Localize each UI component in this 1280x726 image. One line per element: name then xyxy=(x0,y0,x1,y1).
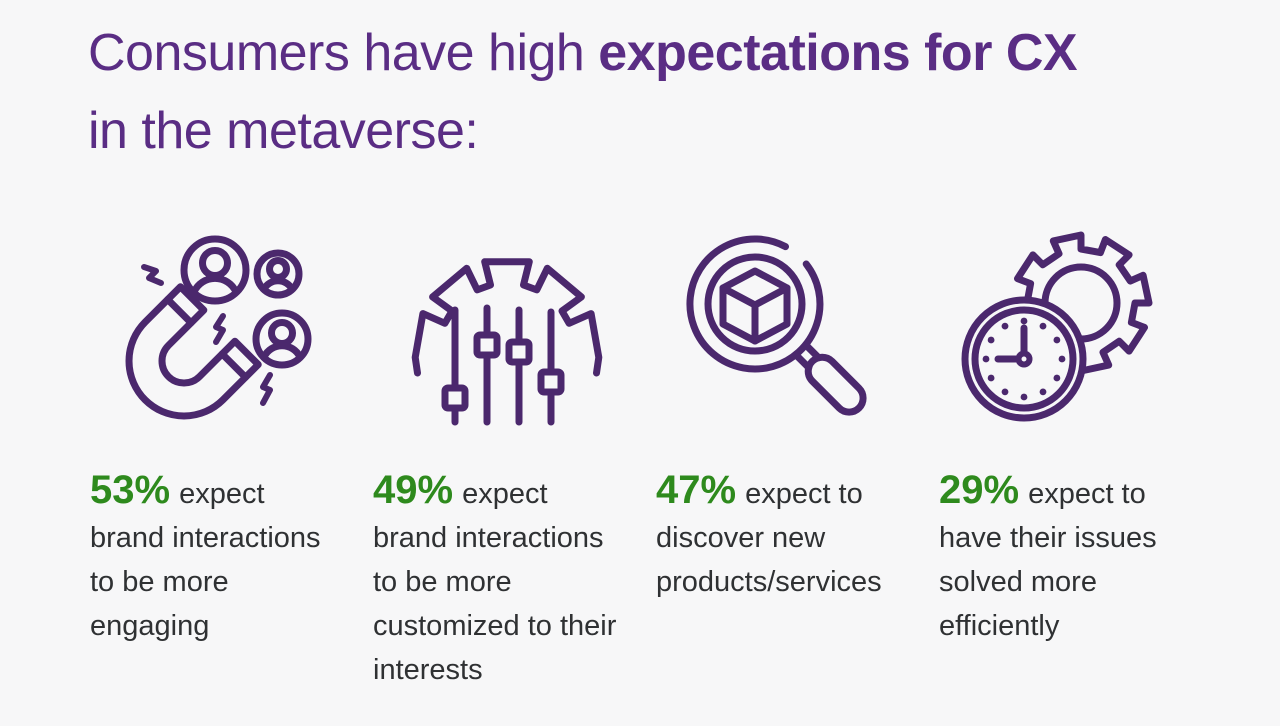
stat-column-customized: 49% expect brand interactions to be more … xyxy=(371,216,654,692)
heading-bold: expectations for CX xyxy=(598,24,1078,82)
stat-text: 29% expect to have their issues solved mo… xyxy=(939,468,1191,648)
gear-sliders-customization-icon xyxy=(397,216,654,446)
magnifier-cube-discovery-icon xyxy=(680,216,937,446)
page-title: Consumers have high expectations for CX … xyxy=(88,14,1280,170)
stat-value: 53% xyxy=(90,468,171,512)
heading-normal: Consumers have high xyxy=(88,24,599,82)
heading-line1: Consumers have high expectations for CX xyxy=(88,14,1280,92)
infographic: Consumers have high expectations for CX … xyxy=(88,14,1280,692)
stat-column-efficiency: 29% expect to have their issues solved mo… xyxy=(937,216,1220,692)
stat-value: 29% xyxy=(939,468,1020,512)
stat-description: expect to have their issues solved more … xyxy=(939,478,1157,642)
clock-gear-efficiency-icon xyxy=(951,216,1220,446)
stat-column-discover: 47% expect to discover new products/servi… xyxy=(654,216,937,692)
magnet-attracting-users-icon xyxy=(106,216,371,446)
stat-text: 49% expect brand interactions to be more … xyxy=(373,468,625,692)
stat-description: expect brand interactions to be more eng… xyxy=(90,478,321,642)
stat-column-engaging: 53% expect brand interactions to be more … xyxy=(88,216,371,692)
stat-description: expect to discover new products/services xyxy=(656,478,882,598)
heading-line2: in the metaverse: xyxy=(88,102,479,160)
stat-description: expect brand interactions to be more cus… xyxy=(373,478,617,686)
stat-text: 53% expect brand interactions to be more … xyxy=(90,468,342,648)
stat-value: 49% xyxy=(373,468,454,512)
stat-text: 47% expect to discover new products/servi… xyxy=(656,468,908,604)
stat-value: 47% xyxy=(656,468,737,512)
stat-columns: 53% expect brand interactions to be more … xyxy=(88,216,1280,692)
